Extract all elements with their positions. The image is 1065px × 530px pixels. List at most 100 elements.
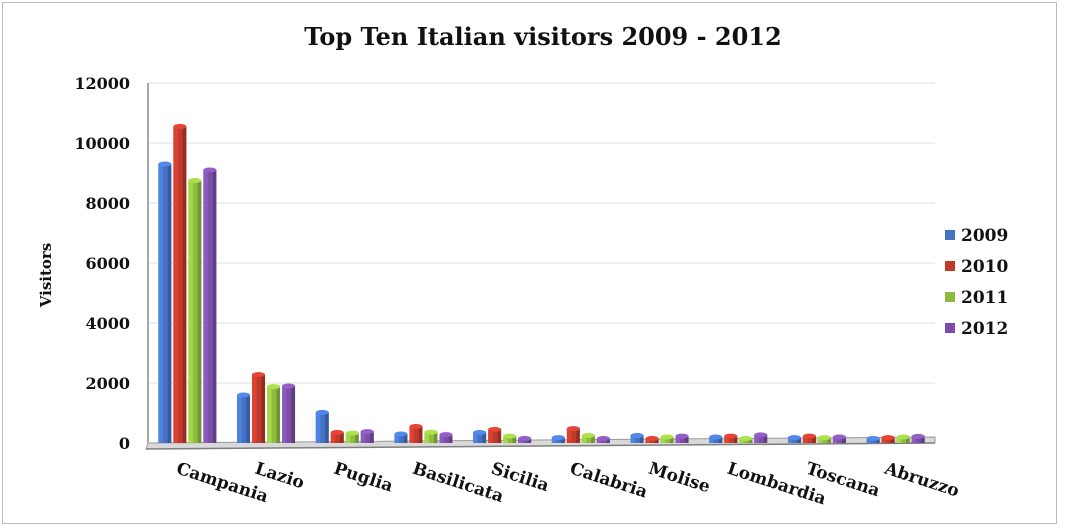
bar-cap (237, 392, 251, 398)
bar-cap (424, 429, 438, 435)
bar-cap (724, 433, 738, 439)
bar-shadow (561, 437, 565, 443)
bar-cap (488, 427, 502, 432)
bar-cap (881, 435, 895, 441)
legend-item-2011: 2011 (945, 288, 1008, 308)
bar-highlight (787, 437, 793, 443)
bar-shadow (876, 438, 880, 443)
bar-2009-campania (158, 161, 172, 443)
bar-cap (267, 384, 281, 390)
bar-cap (360, 429, 374, 435)
bar-face (581, 435, 595, 443)
bar-shadow (891, 437, 895, 443)
bar-face (802, 436, 816, 443)
y-tick-label: 12000 (74, 74, 130, 93)
bar-2011-sicilia (503, 433, 517, 443)
bar-shadow (921, 436, 925, 443)
bar-cap (802, 433, 816, 439)
bar-2012-lombardia (754, 432, 768, 443)
bar-shadow (418, 426, 423, 443)
bar-shadow (669, 437, 674, 443)
bar-highlight (173, 126, 178, 443)
bar-2010-puglia (330, 430, 344, 443)
y-tick-label: 0 (119, 434, 130, 453)
bar-face (330, 432, 344, 443)
bar-cap (581, 433, 595, 438)
y-tick-label: 8000 (85, 194, 130, 213)
y-tick-labels: 0 2000 4000 6000 8000 10000 12000 (74, 74, 130, 453)
bar-shadow (276, 386, 281, 443)
legend-item-2009: 2009 (945, 226, 1008, 246)
bar-highlight (630, 435, 636, 443)
bar-2012-molise (675, 433, 689, 443)
bar-cap (630, 433, 644, 438)
legend-item-2012: 2012 (945, 319, 1008, 339)
bar-shadow (167, 164, 172, 443)
y-tick-label: 6000 (85, 254, 130, 273)
bar-shadow (812, 436, 816, 443)
bar-2009-sicilia (473, 430, 487, 443)
bar-2010-toscana (802, 433, 816, 443)
bar-2011-molise (660, 434, 674, 443)
bar-highlight (237, 395, 242, 443)
bar-cap (645, 436, 659, 441)
bar-2009-calabria (551, 435, 565, 443)
bar-face (787, 437, 801, 443)
bar-highlight (439, 434, 444, 443)
bar-2009-puglia (315, 409, 329, 443)
bar-highlight (158, 164, 163, 443)
bar-shadow (733, 436, 738, 443)
bar-2012-toscana (832, 434, 846, 443)
bar-2009-basilicata (394, 431, 408, 443)
bar-cap (503, 433, 517, 439)
bar-shadow (246, 395, 251, 443)
bar-highlight (709, 437, 714, 443)
bar-2011-lombardia (739, 436, 753, 443)
bar-cap (394, 431, 408, 437)
bar-cap (911, 433, 925, 439)
bar-shadow (197, 180, 202, 443)
bar-cap (817, 435, 831, 441)
legend-item-2010: 2010 (945, 257, 1008, 277)
bar-cap (675, 433, 689, 439)
x-tick-label: Abruzzo (881, 458, 961, 501)
legend-label: 2011 (961, 288, 1008, 308)
bar-cap (709, 434, 723, 440)
bar-shadow (527, 438, 532, 443)
bar-shadow (448, 434, 453, 443)
bar-2010-lazio (252, 372, 266, 443)
bar-cap (518, 436, 532, 441)
bar-shadow (325, 412, 329, 443)
bar-2012-calabria (596, 436, 610, 443)
bar-highlight (360, 431, 366, 443)
bar-face (345, 433, 359, 443)
bar-shadow (842, 437, 846, 443)
bar-highlight (754, 434, 759, 443)
bar-cap (660, 434, 674, 440)
axes (145, 83, 936, 450)
bar-face (660, 437, 674, 443)
bar-cap (832, 434, 846, 440)
bar-highlight (518, 438, 523, 443)
bar-highlight (203, 170, 208, 443)
bar-face (473, 432, 487, 443)
bar-cap (282, 383, 296, 389)
bar-2012-sicilia (518, 436, 532, 443)
x-tick-label: Calabria (567, 459, 650, 503)
bar-cap (739, 436, 753, 441)
bar-2010-campania (173, 124, 187, 443)
legend-swatch (945, 292, 955, 302)
bar-2011-toscana (817, 435, 831, 443)
bar-2009-abruzzo (866, 436, 880, 443)
bar-2011-lazio (267, 384, 281, 443)
bar-highlight (896, 437, 902, 443)
legend-label: 2010 (961, 257, 1008, 277)
bar-shadow (639, 435, 644, 443)
y-tick-label: 10000 (74, 134, 130, 153)
bar-face (630, 435, 644, 443)
y-tick-label: 4000 (85, 314, 130, 333)
x-axis-line (145, 442, 936, 450)
bar-highlight (911, 436, 917, 443)
bar-2012-lazio (282, 383, 296, 443)
